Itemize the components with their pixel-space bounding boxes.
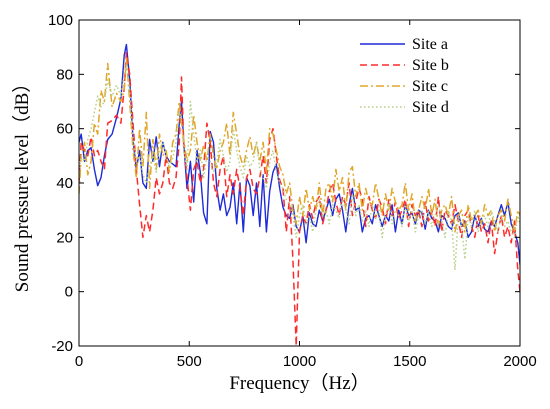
plot-area [79,20,520,346]
legend-label-a: Site a [412,36,448,53]
series-line-d [79,62,520,271]
x-axis: 0 500 1000 1500 2000 [75,20,537,370]
x-tick-label: 2000 [503,353,536,370]
x-tick-label: 0 [75,353,83,370]
x-axis-title: Frequency（Hz） [229,372,369,394]
y-tick-label: 20 [56,229,73,246]
y-axis: -20 0 20 40 60 80 100 [48,12,520,355]
x-tick-label: 500 [177,353,202,370]
legend: Site a Site b Site c Site d [360,36,449,116]
series-line-c [79,57,520,233]
legend-label-c: Site c [412,78,448,95]
legend-label-d: Site d [412,99,449,116]
y-tick-label: 80 [56,66,73,83]
y-tick-label: -20 [51,338,73,355]
y-tick-label: 100 [48,12,73,29]
series-layer [79,43,520,346]
x-tick-label: 1500 [393,353,426,370]
y-tick-label: 40 [56,175,73,192]
x-tick-label: 1000 [283,353,316,370]
y-axis-title: Sound pressure level（dB） [11,74,33,292]
legend-label-b: Site b [412,57,449,74]
y-tick-label: 0 [65,284,73,301]
y-tick-label: 60 [56,121,73,138]
